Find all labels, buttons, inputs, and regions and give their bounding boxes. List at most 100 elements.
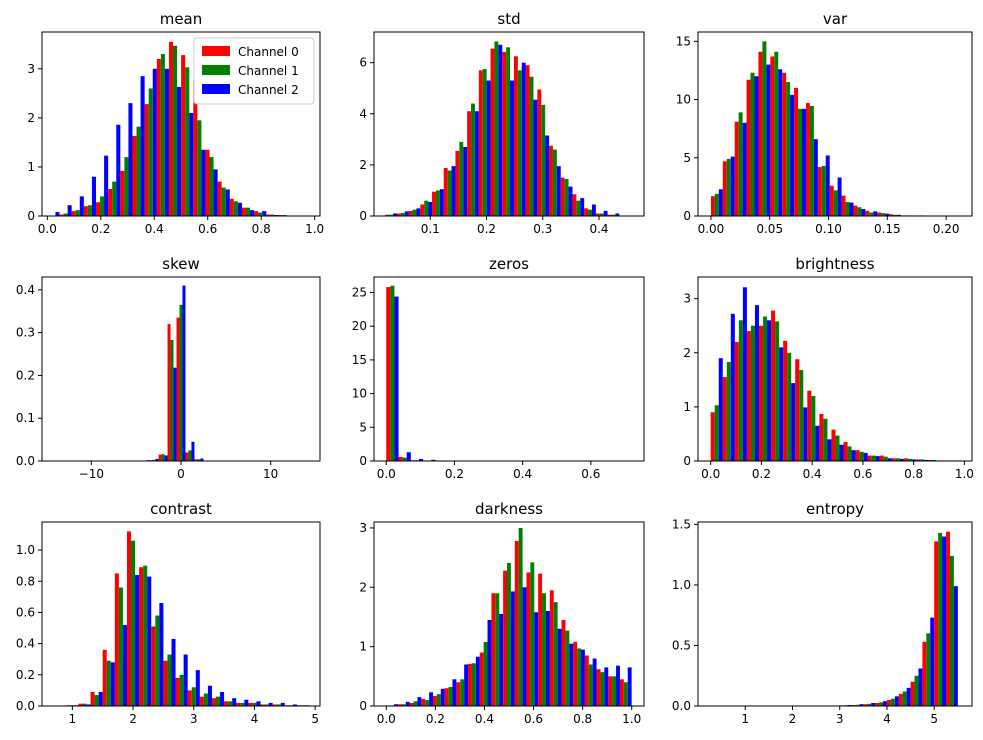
bar-var-channel-1-11 — [845, 202, 850, 216]
bar-std-channel-0-6 — [455, 150, 460, 216]
bar-contrast-channel-1-17 — [276, 704, 281, 706]
bar-brightness-channel-1-7 — [799, 370, 804, 461]
y-tick-label: 4 — [359, 107, 367, 121]
legend: Channel 0 Channel 1 Channel 2 — [193, 37, 315, 105]
bar-contrast-channel-1-6 — [143, 565, 148, 706]
bar-mean-channel-1-16 — [246, 207, 251, 216]
chart-contrast: contrast 1 2 3 4 5 0.0 0.2 0.4 0.6 0.8 1.0 — [16, 500, 321, 726]
bar-brightness-channel-1-13 — [871, 455, 876, 461]
bar-mean-channel-0-9 — [156, 58, 161, 216]
bar-darkness-channel-1-9 — [495, 593, 500, 706]
bar-mean-channel-0-4 — [96, 202, 101, 216]
bar-brightness-channel-1-11 — [847, 446, 852, 461]
bar-var-channel-2-1 — [730, 156, 735, 216]
x-tick-label: −10 — [79, 467, 104, 481]
x-tick-label: 0.05 — [756, 222, 783, 236]
bar-darkness-channel-2-0 — [394, 704, 398, 706]
bar-brightness-channel-1-5 — [775, 321, 780, 461]
chart-skew: skew −10 0 10 0.0 0.1 0.2 0.3 0.4 — [16, 255, 321, 481]
bar-zeros-channel-2-0 — [394, 296, 399, 461]
chart-title: zeros — [489, 255, 529, 273]
bar-std-channel-0-14 — [549, 145, 553, 216]
bar-brightness-channel-2-12 — [863, 452, 868, 461]
y-tick-label: 0 — [683, 209, 691, 223]
bar-var-channel-0-12 — [853, 205, 858, 216]
bar-zeros-channel-0-1 — [398, 456, 403, 461]
bar-darkness-channel-2-5 — [452, 679, 457, 706]
bar-contrast-channel-1-13 — [228, 701, 233, 706]
bar-brightness-channel-2-2 — [742, 287, 747, 461]
bar-mean-channel-2-0 — [55, 212, 60, 216]
bar-brightness-channel-2-13 — [875, 456, 880, 461]
bar-darkness-channel-2-19 — [616, 665, 620, 706]
bar-contrast-channel-1-3 — [106, 660, 111, 706]
chart-var: var 0.00 0.05 0.10 0.15 0.20 0 5 10 15 — [676, 10, 973, 236]
bar-zeros-channel-2-1 — [406, 452, 411, 461]
bar-contrast-channel-0-8 — [163, 660, 168, 706]
bar-brightness-channel-0-4 — [758, 325, 764, 461]
bar-var-channel-2-12 — [861, 209, 866, 216]
bar-brightness-channel-0-10 — [831, 429, 836, 461]
bar-std-channel-2-18 — [603, 210, 608, 216]
bar-darkness-channel-2-11 — [522, 587, 527, 706]
x-tick-label: 0.0 — [377, 712, 396, 726]
bar-std-channel-0-11 — [513, 56, 518, 216]
axes-frame — [697, 31, 973, 217]
bar-entropy-channel-1-17 — [914, 675, 919, 706]
bar-std-channel-0-3 — [420, 204, 425, 216]
bar-brightness-channel-0-2 — [734, 341, 739, 461]
axes-frame — [373, 31, 645, 217]
chart-zeros: zeros 0.0 0.2 0.4 0.6 0 5 10 15 20 25 — [352, 255, 645, 481]
bar-var-channel-1-7 — [798, 108, 802, 216]
x-tick-label: 0.10 — [815, 222, 842, 236]
bar-entropy-channel-2-16 — [906, 687, 911, 706]
bar-var-channel-0-8 — [805, 103, 810, 216]
bar-brightness-channel-2-6 — [791, 383, 796, 461]
bar-std-channel-2-2 — [416, 208, 421, 216]
bar-brightness-channel-1-1 — [726, 361, 731, 461]
x-tick-label: 10 — [263, 467, 278, 481]
y-tick-label: 0.2 — [16, 668, 35, 682]
bar-brightness-channel-2-15 — [899, 458, 904, 461]
bar-brightness-channel-2-5 — [779, 347, 784, 461]
y-tick-label: 1 — [27, 160, 35, 174]
bar-std-channel-1-13 — [541, 104, 546, 216]
bar-mean-channel-1-8 — [148, 88, 153, 216]
bar-contrast-channel-1-11 — [203, 693, 208, 706]
bar-brightness-channel-2-16 — [911, 459, 916, 461]
bar-mean-channel-0-15 — [229, 198, 234, 216]
bar-skew-channel-1-12 — [161, 454, 165, 461]
bar-darkness-channel-1-13 — [542, 593, 546, 706]
bar-brightness-channel-2-4 — [767, 320, 772, 461]
x-tick-label: 0.2 — [426, 712, 445, 726]
bar-var-channel-2-11 — [849, 202, 854, 216]
bar-var-channel-1-13 — [869, 212, 874, 216]
x-tick-label: 0.6 — [198, 222, 217, 236]
bar-entropy-channel-2-19 — [942, 536, 947, 706]
bar-var-channel-1-12 — [857, 207, 862, 216]
bar-darkness-channel-0-1 — [397, 704, 402, 706]
bar-mean-channel-0-18 — [266, 214, 271, 216]
bar-darkness-channel-1-19 — [612, 676, 617, 706]
bar-var-channel-0-0 — [710, 196, 715, 216]
chart-brightness: brightness 0.0 0.2 0.4 0.6 0.8 1.0 0 1 2 3 — [683, 255, 974, 481]
bar-entropy-channel-0-18 — [922, 641, 927, 706]
x-tick-label: 0.0 — [377, 467, 396, 481]
bar-darkness-channel-1-18 — [600, 672, 605, 706]
bar-darkness-channel-1-15 — [565, 630, 570, 706]
bar-contrast-channel-0-3 — [102, 649, 107, 706]
x-tick-label: 0.00 — [698, 222, 725, 236]
bar-contrast-channel-0-1 — [78, 703, 83, 706]
x-tick-label: 1 — [741, 712, 749, 726]
bar-darkness-channel-1-1 — [401, 704, 406, 706]
bar-var-channel-1-14 — [881, 213, 886, 216]
bar-darkness-channel-2-3 — [429, 692, 433, 706]
x-tick-label: 0.0 — [38, 222, 57, 236]
x-tick-label: 0.2 — [91, 222, 110, 236]
bar-darkness-channel-0-15 — [561, 619, 566, 706]
bar-entropy-channel-2-15 — [894, 696, 899, 706]
bar-skew-channel-0-14 — [176, 317, 180, 461]
bar-mean-channel-0-2 — [71, 211, 76, 216]
bar-brightness-channel-0-14 — [879, 455, 884, 461]
bar-darkness-channel-2-12 — [534, 612, 539, 706]
